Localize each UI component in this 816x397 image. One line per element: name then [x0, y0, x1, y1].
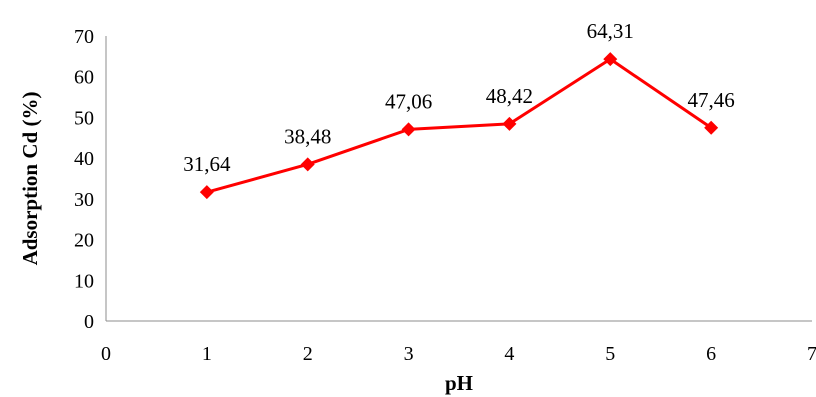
data-label: 48,42	[486, 84, 533, 108]
data-point-marker	[704, 120, 719, 135]
x-tick-label: 2	[303, 343, 313, 365]
y-tick-label: 0	[84, 311, 94, 333]
data-point-marker	[603, 52, 618, 67]
y-axis-ticks: 0 10 20 30 40 50 60 70	[74, 26, 94, 333]
series-line	[206, 57, 712, 194]
y-tick-label: 40	[74, 148, 94, 170]
axes	[105, 36, 812, 322]
x-tick-label: 7	[807, 343, 816, 365]
y-tick-label: 30	[74, 189, 94, 211]
data-labels: 31,64 38,48 47,06 48,42 64,31 47,46	[183, 19, 735, 176]
y-tick-label: 10	[74, 270, 94, 292]
y-tick-label: 50	[74, 107, 94, 129]
y-axis-title: Adsorption Cd (%)	[18, 92, 42, 266]
x-tick-label: 0	[101, 343, 111, 365]
data-point-marker	[300, 157, 315, 172]
data-label: 47,06	[385, 89, 432, 113]
data-series	[199, 52, 719, 200]
data-point-marker	[401, 122, 416, 137]
x-tick-label: 4	[504, 343, 514, 365]
x-tick-label: 1	[202, 343, 212, 365]
data-label: 47,46	[688, 88, 735, 112]
y-tick-label: 70	[74, 26, 94, 48]
x-tick-label: 6	[706, 343, 716, 365]
x-axis-title: pH	[445, 371, 473, 395]
data-label: 38,48	[284, 124, 331, 148]
data-label: 64,31	[587, 19, 634, 43]
y-tick-label: 20	[74, 230, 94, 252]
x-tick-label: 5	[605, 343, 615, 365]
y-tick-label: 60	[74, 67, 94, 89]
data-label: 31,64	[183, 152, 231, 176]
data-point-marker	[199, 185, 214, 200]
data-point-marker	[502, 116, 517, 131]
x-axis-ticks: 0 1 2 3 4 5 6 7	[101, 343, 816, 365]
x-tick-label: 3	[404, 343, 414, 365]
